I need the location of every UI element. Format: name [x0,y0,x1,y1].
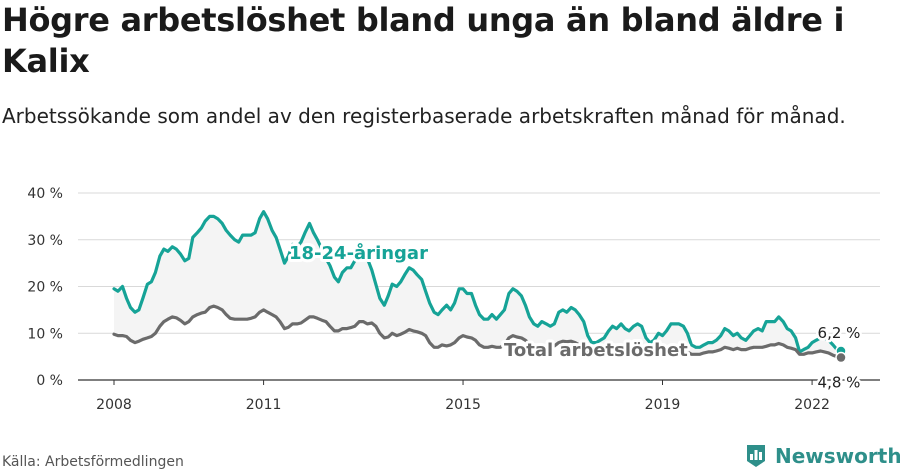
end-label-18-24: 6,2 % [818,324,861,342]
gap-band [114,211,841,358]
x-axis: 2008 2011 2015 2019 2022 [96,380,830,413]
y-tick-label: 0 % [36,373,63,389]
end-markers: 6,2 %6,2 %4,8 %4,8 % [815,322,863,395]
newsworthy-logo-icon [747,445,765,467]
series-label-total-halo: Total arbetslöshet [504,340,688,361]
series-lines [112,210,843,360]
end-label-halo: 6,2 % [818,324,861,342]
end-label-total: 4,8 % [818,374,861,392]
y-tick-label: 30 % [27,233,63,249]
y-tick-label: 40 % [27,186,63,202]
end-label-halo: 4,8 % [818,374,861,392]
x-tick-label: 2011 [246,397,282,413]
x-tick-label: 2022 [794,397,830,413]
brand-name: Newsworthy [775,444,900,468]
chart-title: Högre arbetslöshet bland unga än bland ä… [2,1,845,80]
y-tick-label: 10 % [27,326,63,342]
chart-subtitle: Arbetssökande som andel av den registerb… [2,104,846,128]
series-line-18-24 [112,210,843,354]
y-tick-label: 20 % [27,280,63,296]
end-marker-total [835,351,847,364]
x-tick-label: 2008 [96,397,132,413]
x-tick-label: 2019 [645,397,681,413]
y-axis: 0 % 10 % 20 % 30 % 40 % [27,186,63,389]
series-label-18-24-halo: 18-24-åringar [289,242,428,264]
brand-logo: Newsworthy [745,441,900,471]
series-label-18-24: 18-24-åringar [289,242,428,264]
source-note: Källa: Arbetsförmedlingen [2,454,184,470]
x-tick-label: 2015 [445,397,481,413]
series-line-total [112,304,843,360]
series-label-total: Total arbetslöshet [504,340,688,361]
